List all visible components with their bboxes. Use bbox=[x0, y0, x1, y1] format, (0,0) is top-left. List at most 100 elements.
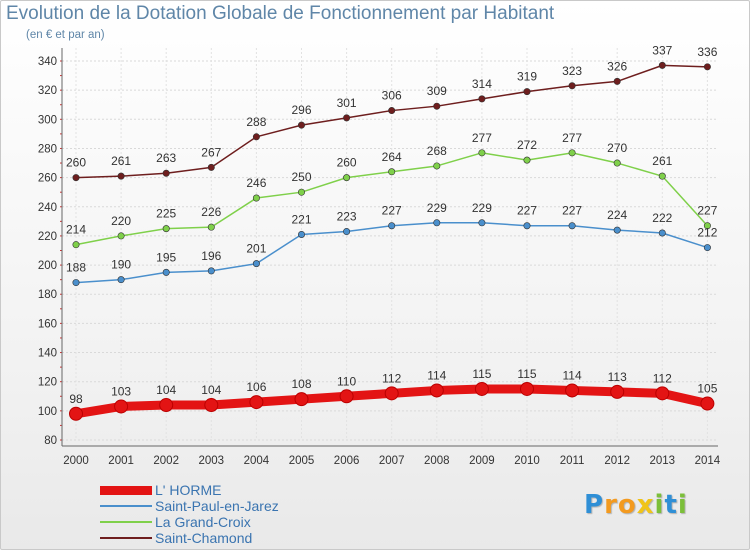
data-label: 106 bbox=[246, 380, 266, 394]
data-point bbox=[72, 174, 80, 182]
data-point bbox=[478, 95, 486, 103]
legend-swatch-saint-paul-en-jarez bbox=[100, 505, 152, 507]
data-point bbox=[523, 222, 531, 230]
y-tick-label: 100 bbox=[38, 406, 57, 418]
data-label: 108 bbox=[291, 377, 311, 391]
data-point bbox=[568, 149, 576, 157]
x-tick-label: 2013 bbox=[650, 455, 676, 467]
data-label: 190 bbox=[111, 258, 131, 272]
data-label: 277 bbox=[472, 131, 492, 145]
logo-letter: P bbox=[584, 490, 605, 520]
data-label: 110 bbox=[337, 374, 356, 388]
data-label: 188 bbox=[66, 261, 86, 275]
data-point bbox=[568, 222, 576, 230]
data-label: 113 bbox=[608, 370, 627, 384]
logo-letter: o bbox=[617, 490, 637, 520]
data-label: 220 bbox=[111, 214, 131, 228]
data-label: 223 bbox=[337, 210, 357, 224]
data-label: 103 bbox=[111, 384, 131, 398]
data-point bbox=[433, 219, 441, 227]
data-point bbox=[613, 159, 621, 167]
data-point bbox=[433, 102, 441, 110]
logo-letter: i bbox=[654, 490, 665, 520]
legend-item-l-horme: L' HORME bbox=[100, 482, 360, 498]
data-label: 301 bbox=[337, 96, 357, 110]
data-label: 319 bbox=[517, 70, 537, 84]
data-label: 224 bbox=[607, 208, 627, 222]
data-point bbox=[339, 389, 354, 404]
data-label: 195 bbox=[156, 250, 176, 264]
data-point bbox=[520, 381, 534, 396]
data-point bbox=[433, 162, 441, 170]
legend-swatch-saint-chamond bbox=[100, 537, 152, 539]
data-point bbox=[297, 188, 305, 196]
data-label: 288 bbox=[246, 115, 266, 129]
data-label: 227 bbox=[517, 204, 537, 218]
data-label: 104 bbox=[201, 383, 221, 397]
data-point bbox=[700, 396, 715, 411]
data-label: 261 bbox=[111, 154, 131, 168]
data-point bbox=[117, 276, 125, 284]
y-tick-label: 220 bbox=[38, 231, 57, 243]
x-tick-label: 2004 bbox=[244, 455, 270, 467]
data-label: 336 bbox=[697, 45, 717, 59]
data-label: 323 bbox=[562, 64, 582, 78]
legend-label-la-grand-croix: La Grand-Croix bbox=[155, 514, 251, 530]
data-point bbox=[162, 169, 170, 177]
data-label: 314 bbox=[472, 77, 492, 91]
data-point bbox=[703, 222, 711, 230]
logo-letter: i bbox=[677, 490, 688, 520]
data-point bbox=[252, 260, 260, 268]
data-point bbox=[207, 163, 215, 171]
data-point bbox=[658, 172, 666, 180]
data-point bbox=[343, 174, 351, 182]
data-label: 250 bbox=[291, 170, 311, 184]
data-label: 306 bbox=[382, 89, 402, 103]
x-tick-label: 2002 bbox=[153, 455, 179, 467]
data-point bbox=[388, 168, 396, 176]
data-point bbox=[159, 398, 174, 413]
data-point bbox=[117, 172, 125, 180]
legend-swatch-la-grand-croix bbox=[100, 521, 152, 523]
x-tick-label: 2006 bbox=[334, 455, 360, 467]
data-label: 246 bbox=[246, 176, 266, 190]
data-label: 337 bbox=[652, 43, 672, 57]
data-point bbox=[703, 63, 711, 71]
data-point bbox=[703, 244, 711, 252]
data-label: 264 bbox=[382, 150, 402, 164]
data-label: 277 bbox=[562, 131, 582, 145]
data-point bbox=[474, 381, 489, 396]
data-label: 104 bbox=[156, 383, 176, 397]
data-label: 267 bbox=[201, 145, 221, 159]
data-point bbox=[207, 267, 215, 275]
x-tick-label: 2007 bbox=[379, 455, 405, 467]
x-tick-label: 2008 bbox=[424, 455, 450, 467]
data-point bbox=[568, 82, 576, 90]
data-label: 270 bbox=[607, 141, 627, 155]
data-point bbox=[69, 406, 83, 421]
logo-letter: t bbox=[664, 490, 678, 520]
data-label: 296 bbox=[291, 103, 311, 117]
x-tick-label: 2000 bbox=[63, 455, 89, 467]
data-point bbox=[523, 156, 531, 164]
y-tick-label: 160 bbox=[38, 318, 57, 330]
y-tick-label: 300 bbox=[38, 114, 57, 126]
data-label: 114 bbox=[563, 368, 582, 382]
data-point bbox=[429, 383, 444, 398]
data-label: 229 bbox=[427, 201, 447, 215]
data-point bbox=[72, 279, 80, 287]
y-tick-label: 280 bbox=[38, 143, 57, 155]
data-label: 105 bbox=[697, 382, 717, 396]
x-tick-label: 2012 bbox=[604, 455, 630, 467]
data-point bbox=[249, 395, 264, 410]
data-label: 263 bbox=[156, 151, 176, 165]
data-label: 309 bbox=[427, 84, 447, 98]
chart-subtitle: (en € et par an) bbox=[26, 29, 105, 41]
x-tick-label: 2005 bbox=[289, 455, 315, 467]
data-point bbox=[388, 222, 396, 230]
legend-item-la-grand-croix: La Grand-Croix bbox=[100, 514, 360, 530]
data-point bbox=[207, 223, 215, 231]
data-label: 98 bbox=[69, 392, 83, 406]
data-label: 222 bbox=[652, 211, 672, 225]
